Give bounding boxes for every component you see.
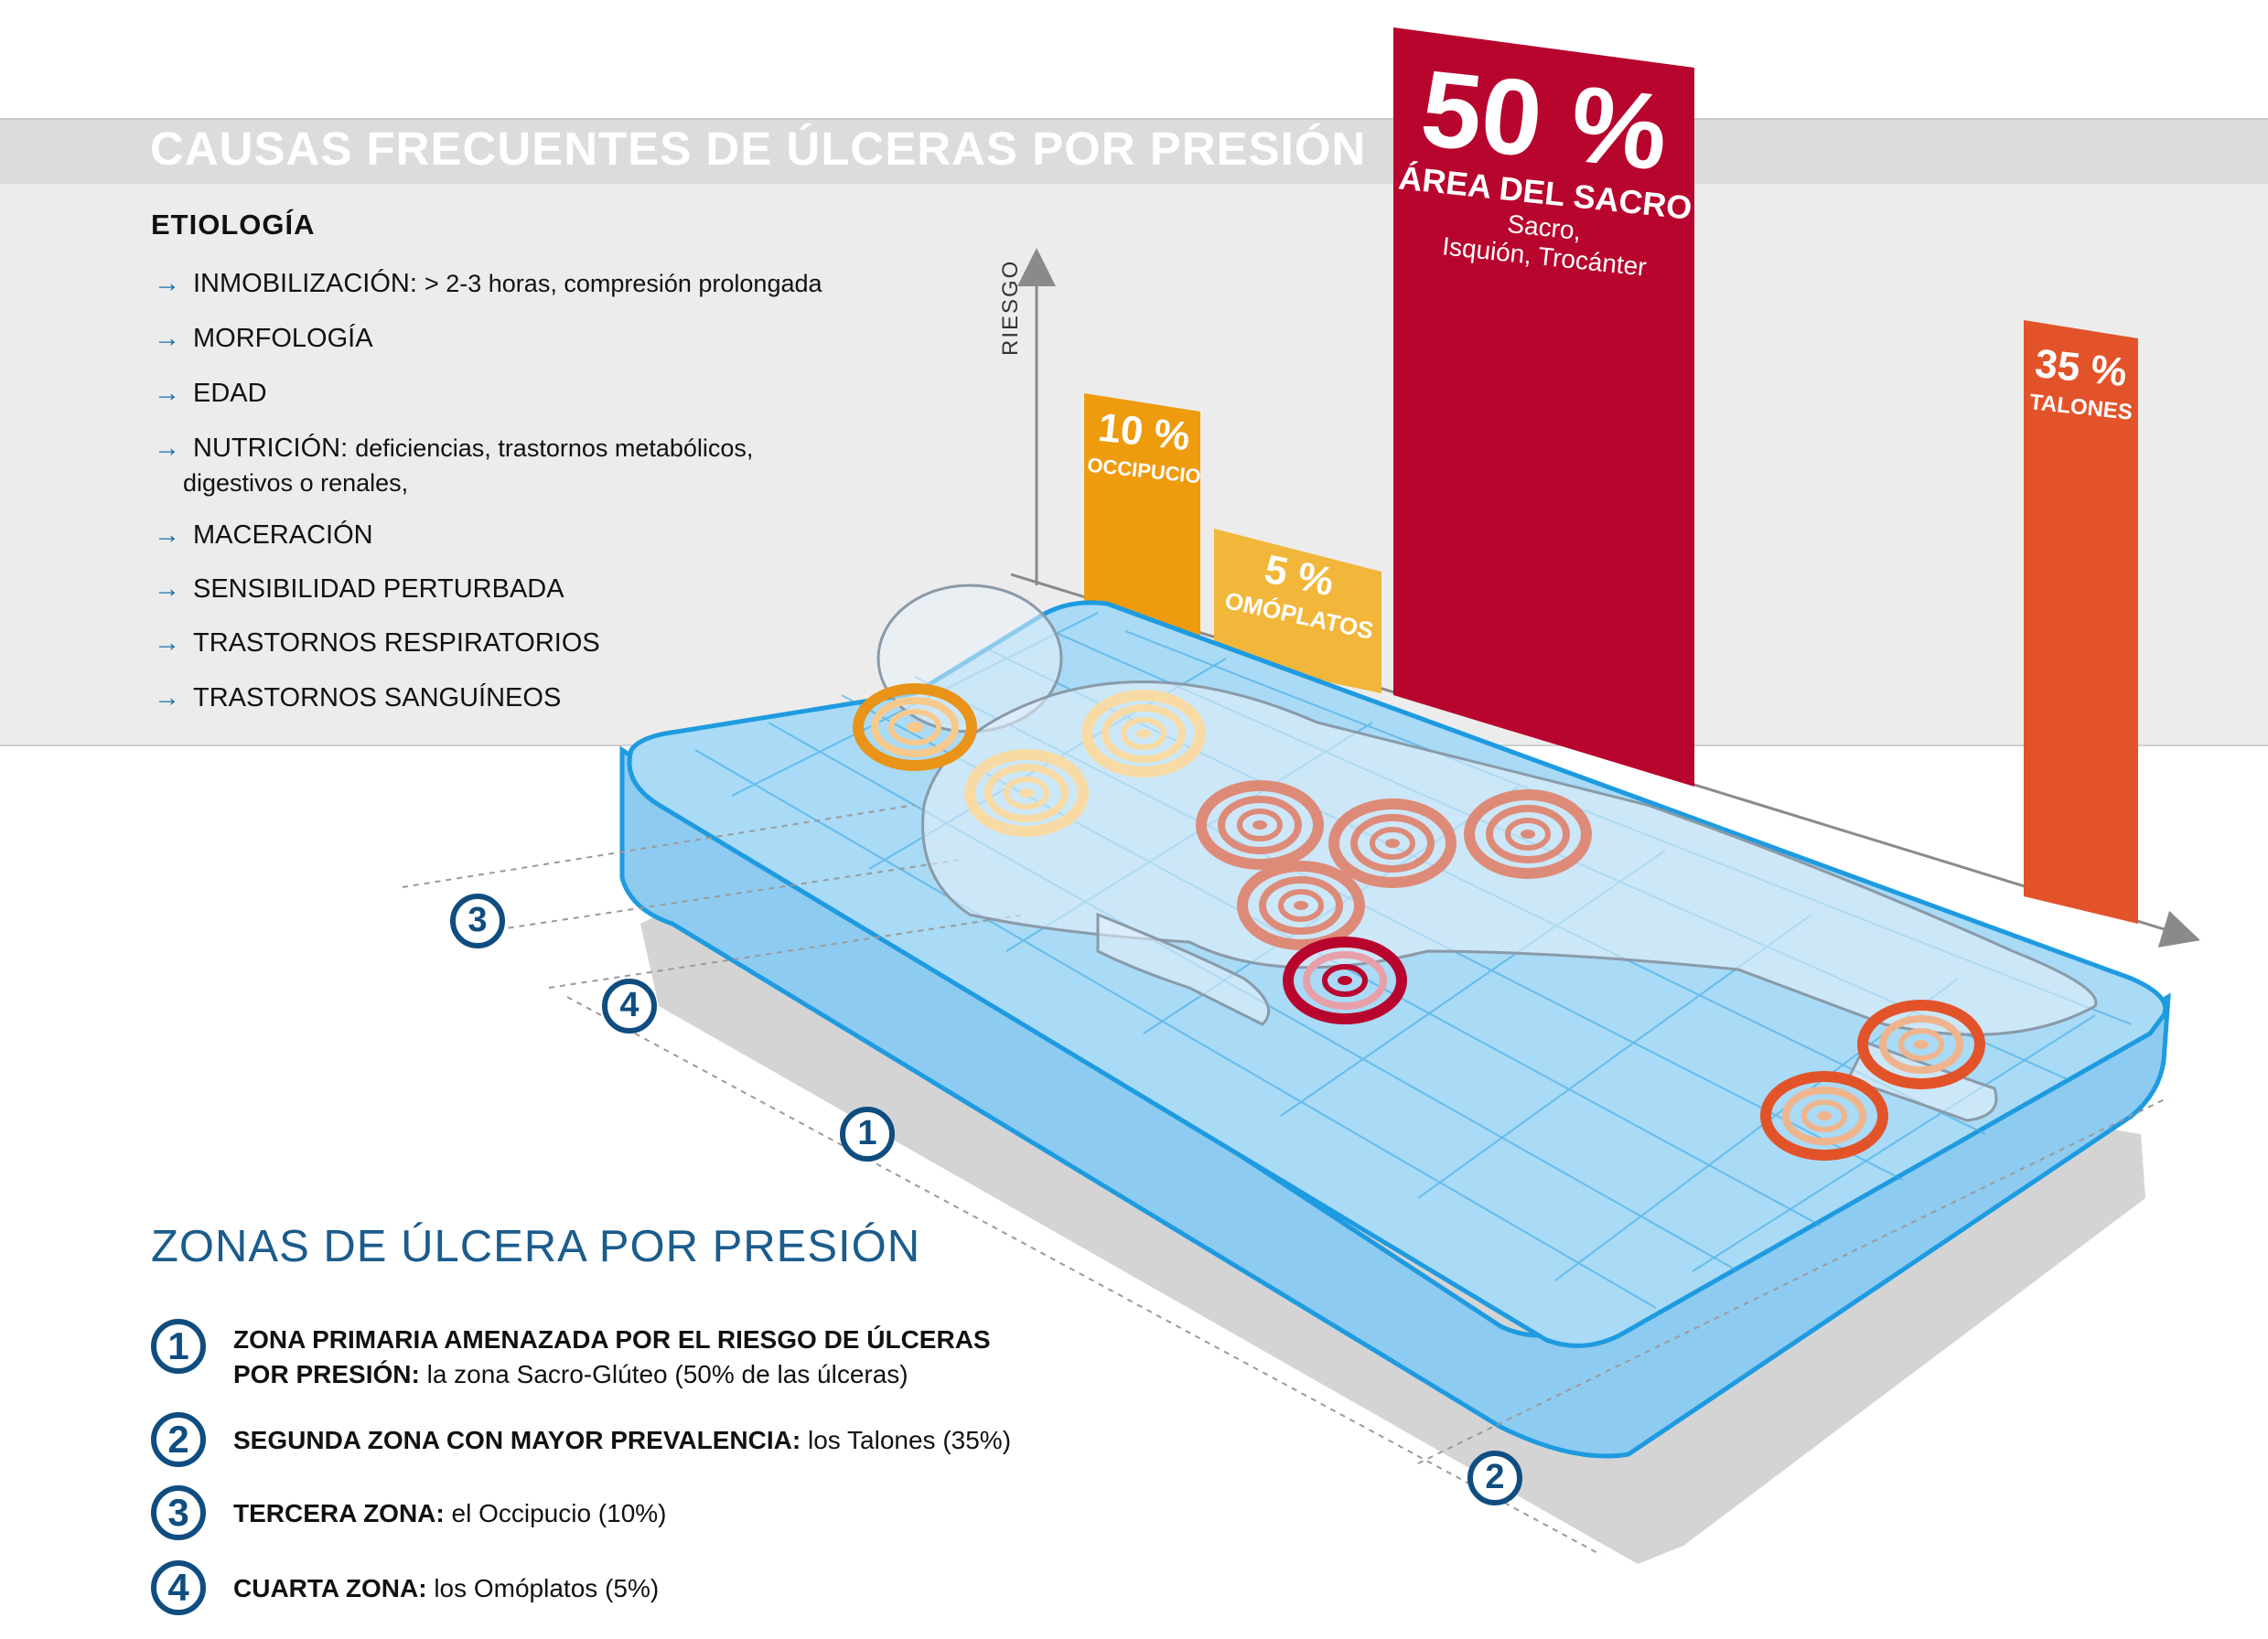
diagram-marker-4-label: 4 (619, 986, 640, 1024)
zone-detail: el Occipucio (10%) (451, 1499, 667, 1527)
etiology-keyword: SENSIBILIDAD PERTURBADA (193, 574, 564, 604)
arrow-right-icon: → (154, 683, 180, 712)
etiology-detail: > 2-3 horas, compresión prolongada (424, 270, 822, 297)
pressure-point-talon-1 (1857, 1000, 1985, 1089)
reference-dashed-lines (402, 804, 2169, 1556)
etiology-detail: deficiencias, trastornos metabólicos, (355, 434, 754, 462)
bar-talones (2024, 320, 2138, 924)
arrow-right-icon: → (154, 324, 180, 353)
diagram-marker-1-label: 1 (857, 1114, 877, 1152)
arrow-right-icon: → (154, 574, 180, 604)
diagram-marker-3-label: 3 (468, 901, 488, 939)
etiology-item: → MORFOLOGÍA (154, 320, 373, 357)
etiology-item-continuation: digestivos o renales, (183, 465, 408, 501)
bar-occipucio (1084, 393, 1200, 636)
etiology-keyword: NUTRICIÓN: (193, 434, 349, 463)
zone-number-badge: 1 (151, 1319, 206, 1374)
zone-description: TERCERA ZONA: el Occipucio (10%) (233, 1496, 1240, 1531)
etiology-detail: digestivos o renales, (183, 469, 409, 497)
pressure-point-sacro-1 (1196, 780, 1324, 870)
title-band (0, 118, 2268, 186)
pressure-point-sacro-primary (1283, 937, 1407, 1024)
arrow-right-icon: → (154, 269, 180, 298)
zone-description: ZONA PRIMARIA AMENAZADA POR EL RIESGO DE… (233, 1323, 1240, 1392)
zone-heading: TERCERA ZONA: (233, 1499, 445, 1527)
etiology-item: → EDAD (154, 375, 267, 412)
diagram-marker-2-label: 2 (1485, 1458, 1505, 1496)
pressure-point-sacro-2 (1328, 798, 1456, 888)
etiology-keyword: EDAD (193, 379, 267, 408)
etiology-keyword: TRASTORNOS SANGUÍNEOS (193, 683, 562, 712)
pressure-point-talon-2 (1760, 1071, 1888, 1161)
zone-heading: SEGUNDA ZONA CON MAYOR PREVALENCIA: (233, 1426, 801, 1454)
zone-description: SEGUNDA ZONA CON MAYOR PREVALENCIA: los … (233, 1423, 1240, 1458)
etiology-item: → NUTRICIÓN: deficiencias, trastornos met… (154, 430, 753, 466)
etiology-keyword: MORFOLOGÍA (193, 324, 373, 353)
etiology-item: → INMOBILIZACIÓN: > 2-3 horas, compresión… (154, 265, 822, 302)
diagram-marker-1 (840, 1107, 895, 1162)
arrow-right-icon: → (154, 379, 180, 408)
zones-title: ZONAS DE ÚLCERA POR PRESIÓN (151, 1222, 921, 1271)
pressure-point-sacro-3 (1464, 789, 1592, 879)
pressure-point-omoplato-lower (964, 749, 1089, 837)
arrow-right-icon: → (154, 434, 180, 463)
bar-omoplatos (1214, 529, 1381, 693)
zone-detail: los Talones (35%) (807, 1426, 1012, 1454)
zone-heading: ZONA PRIMARIA AMENAZADA POR EL RIESGO DE… (233, 1325, 991, 1354)
etiology-keyword: MACERACIÓN (193, 520, 373, 550)
etiology-title: ETIOLOGÍA (151, 209, 316, 241)
zone-number-badge: 2 (151, 1412, 206, 1467)
zone-number-badge: 4 (151, 1560, 206, 1615)
page-title: CAUSAS FRECUENTES DE ÚLCERAS POR PRESIÓN (150, 123, 1367, 175)
arrow-right-icon: → (154, 520, 180, 550)
diagram-marker-3 (450, 894, 505, 948)
risk-axis-label: RIESGO (998, 259, 1023, 356)
zone-heading-continued: POR PRESIÓN: (233, 1360, 420, 1388)
diagram-marker-2 (1467, 1451, 1522, 1505)
etiology-item: → TRASTORNOS SANGUÍNEOS (154, 680, 561, 716)
zone-heading: CUARTA ZONA: (233, 1574, 427, 1602)
pressure-point-occipucio (853, 683, 977, 771)
etiology-item: → MACERACIÓN (154, 517, 373, 553)
etiology-keyword: INMOBILIZACIÓN: (193, 269, 417, 298)
zone-detail: los Omóplatos (5%) (434, 1574, 660, 1602)
etiology-item: → TRASTORNOS RESPIRATORIOS (154, 625, 600, 661)
pressure-point-omoplato-upper (1081, 690, 1206, 777)
zone-number-badge: 3 (151, 1485, 206, 1540)
etiology-item: → SENSIBILIDAD PERTURBADA (154, 571, 564, 607)
arrow-right-icon: → (154, 628, 180, 658)
diagram-marker-4 (602, 979, 657, 1034)
etiology-keyword: TRASTORNOS RESPIRATORIOS (193, 628, 600, 658)
bar-sacro (1393, 27, 1694, 787)
pressure-point-sacro-4 (1237, 861, 1365, 950)
zone-detail: la zona Sacro-Glúteo (50% de las úlceras… (426, 1360, 908, 1388)
zone-description: CUARTA ZONA: los Omóplatos (5%) (233, 1571, 1240, 1606)
